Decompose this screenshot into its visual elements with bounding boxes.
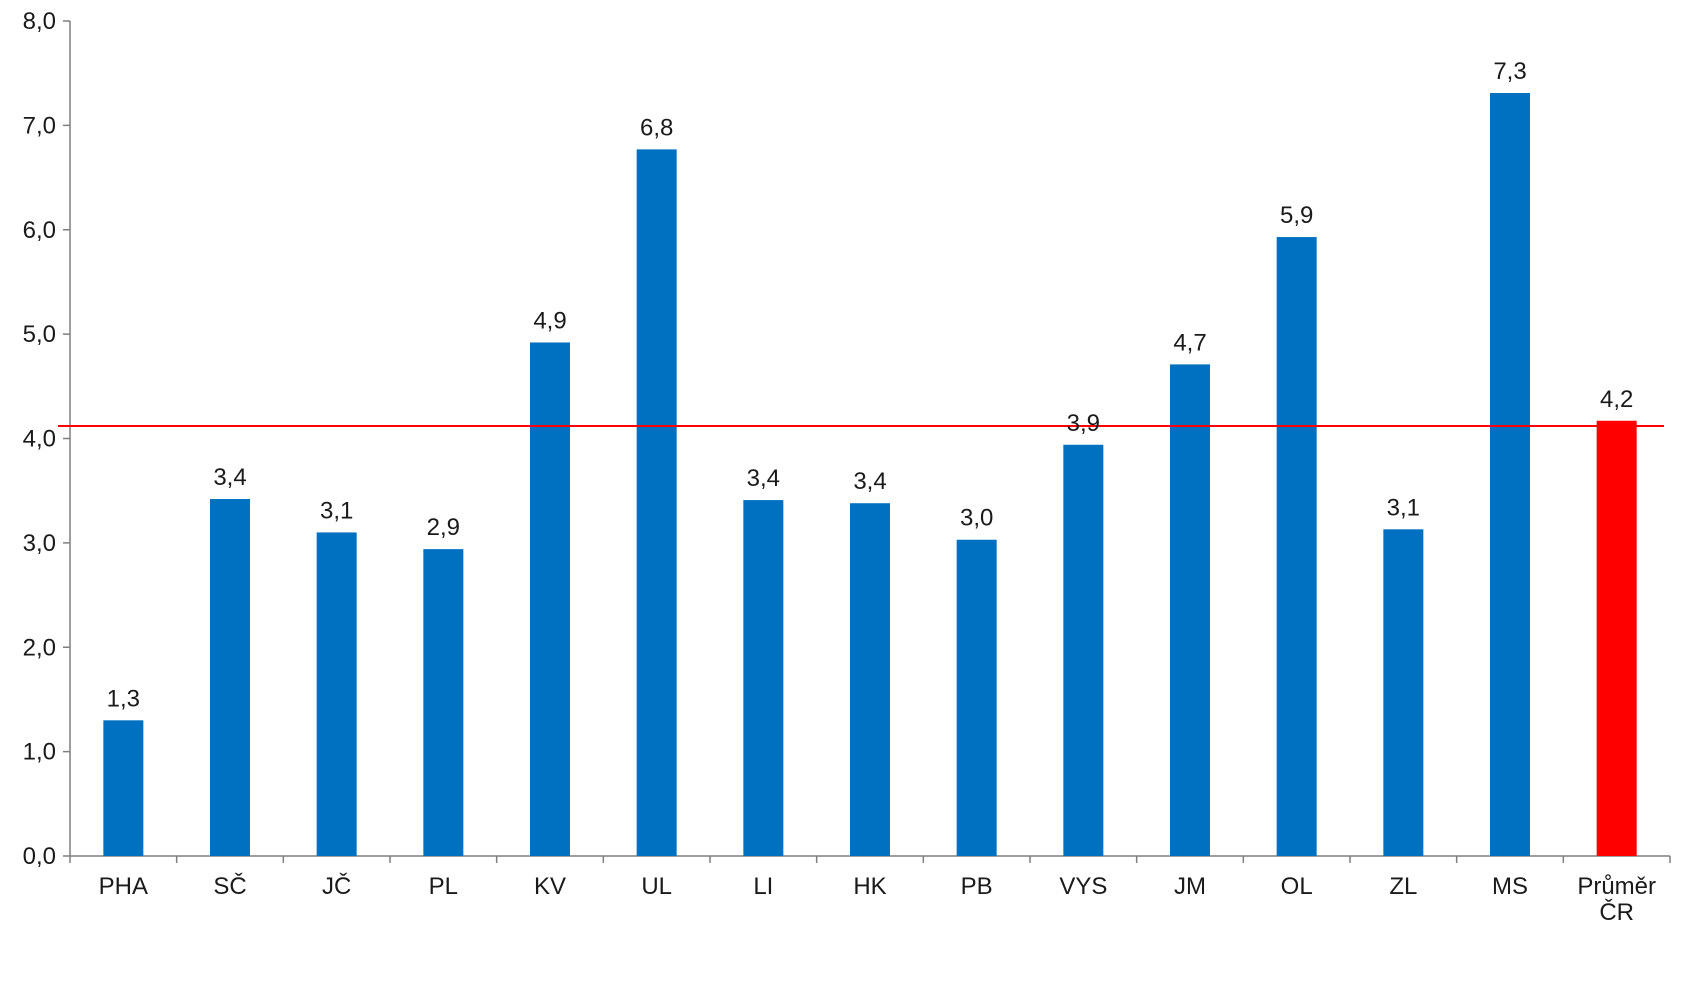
bar (423, 549, 464, 856)
data-label: 7,3 (1493, 58, 1526, 85)
x-tick-label-line: PB (961, 873, 993, 900)
x-tick-label: PL (429, 873, 458, 900)
x-tick-label: MS (1492, 873, 1528, 900)
x-tick-label-line: JČ (322, 872, 351, 900)
bar-average (1596, 420, 1637, 856)
bar (956, 539, 997, 856)
x-tick-label-line: KV (534, 873, 566, 900)
bars (103, 93, 1637, 857)
y-tick-label: 2,0 (23, 634, 56, 661)
x-tick-label-line: PL (429, 873, 458, 900)
bar (530, 342, 570, 857)
y-axis: 0,0 1,0 2,0 3,0 4,0 5,0 6,0 7,0 8,0 (23, 8, 71, 870)
bar (1170, 364, 1210, 856)
x-tick-label-line: PHA (99, 873, 148, 900)
data-label: 3,4 (747, 465, 780, 492)
x-tick-label-line: JM (1174, 873, 1206, 900)
x-tick-label-line: ZL (1389, 873, 1417, 900)
bar (316, 532, 357, 856)
bar (743, 500, 784, 856)
data-label: 2,9 (427, 514, 460, 541)
x-tick-label: SČ (213, 872, 246, 900)
bar (1276, 237, 1317, 856)
y-tick-label: 5,0 (23, 321, 56, 348)
y-tick-label: 8,0 (23, 8, 56, 35)
y-tick-label: 1,0 (23, 739, 56, 766)
x-tick-label-line: HK (853, 873, 886, 900)
x-tick-label-line: SČ (213, 872, 246, 900)
y-tick-label: 0,0 (23, 843, 56, 870)
data-label: 4,7 (1173, 329, 1206, 356)
x-tick-label: UL (641, 873, 672, 900)
data-label: 5,9 (1280, 202, 1313, 229)
y-tick-label: 4,0 (23, 426, 56, 453)
bar (103, 720, 144, 856)
bar (850, 503, 890, 856)
y-tick-label: 3,0 (23, 530, 56, 557)
x-tick-label: PB (961, 873, 993, 900)
x-tick-label: HK (853, 873, 886, 900)
y-tick-label: 6,0 (23, 217, 56, 244)
x-tick-label-line: ČR (1599, 898, 1634, 926)
data-label: 3,1 (1387, 494, 1420, 521)
x-tick-label-line: MS (1492, 873, 1528, 900)
data-label: 4,2 (1600, 386, 1633, 413)
data-label: 1,3 (107, 685, 140, 712)
bar (1383, 529, 1424, 856)
bar (636, 149, 677, 857)
data-labels: 1,3 3,4 3,1 2,9 4,9 6,8 3,4 3,4 3,0 3,9 4,7 5,9 3,1 7… (107, 58, 1634, 712)
data-label: 3,4 (853, 468, 886, 495)
x-axis: PHA SČ JČ PL KV UL LI HK PB VYS JM OL ZL MS Průměr ČR (69, 855, 1671, 926)
data-label: 3,4 (213, 464, 246, 491)
bar (210, 499, 250, 856)
y-tick-label: 7,0 (23, 112, 56, 139)
x-tick-label: JM (1174, 873, 1206, 900)
data-label: 3,9 (1067, 410, 1100, 437)
x-tick-label-line: VYS (1059, 873, 1107, 900)
data-label: 6,8 (640, 114, 673, 141)
x-tick-label: LI (753, 873, 773, 900)
x-tick-label: OL (1281, 873, 1313, 900)
x-tick-label: JČ (322, 872, 351, 900)
data-label: 4,9 (533, 307, 566, 334)
x-tick-label-line: Průměr (1577, 873, 1656, 900)
x-tick-label: Průměr ČR (1577, 873, 1656, 926)
data-label: 3,0 (960, 505, 993, 532)
bar (1490, 93, 1530, 857)
x-tick-label: PHA (99, 873, 148, 900)
x-tick-label: VYS (1059, 873, 1107, 900)
bar (1063, 444, 1104, 856)
data-label: 3,1 (320, 497, 353, 524)
x-tick-label-line: UL (641, 873, 672, 900)
x-tick-label-line: LI (753, 873, 773, 900)
x-tick-label-line: OL (1281, 873, 1313, 900)
x-tick-label: KV (534, 873, 566, 900)
x-tick-label: ZL (1389, 873, 1417, 900)
